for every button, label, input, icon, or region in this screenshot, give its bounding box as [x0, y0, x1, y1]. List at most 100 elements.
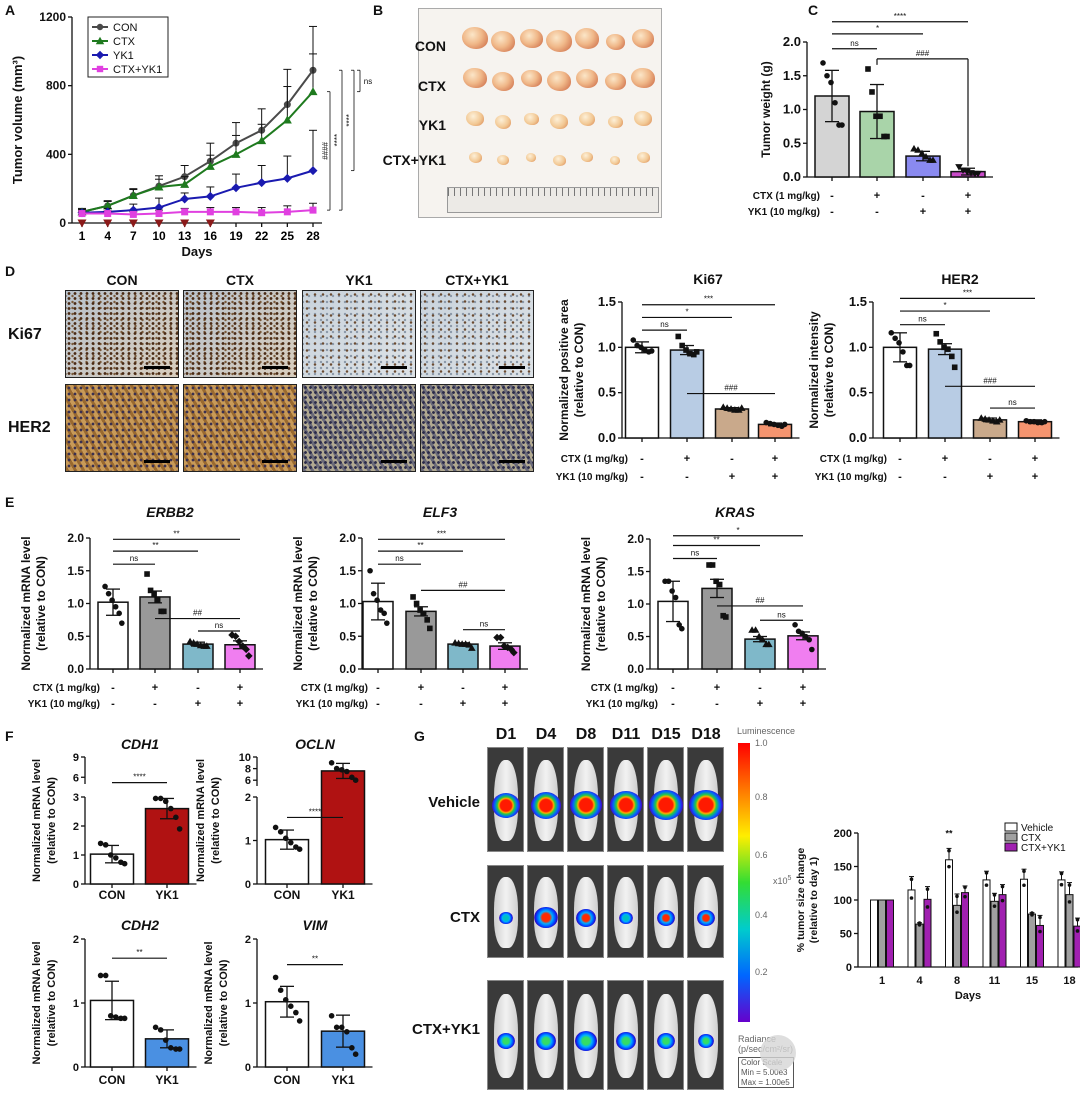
y-tick-label: 400	[46, 147, 66, 161]
condition-label: CTX (1 mg/kg)	[820, 454, 887, 465]
x-tick-label: 18	[1063, 975, 1075, 987]
legend-label: YK1	[113, 50, 134, 62]
significance-bar: ***	[900, 288, 1035, 299]
significance-label: ns	[850, 39, 858, 48]
data-point	[235, 637, 243, 646]
condition-sign: -	[830, 190, 834, 202]
condition-sign: -	[921, 190, 925, 202]
bar-group	[362, 567, 394, 673]
data-point	[496, 633, 505, 642]
bar	[870, 899, 878, 968]
x-category-label: YK1	[155, 888, 179, 902]
condition-label: YK1 (10 mg/kg)	[815, 472, 887, 483]
data-point	[333, 765, 340, 772]
significance-label: ns	[777, 610, 785, 619]
tumor-specimen	[632, 29, 654, 48]
data-point	[381, 610, 387, 617]
imaging-day-label: D8	[575, 726, 597, 743]
tumor-specimen	[494, 114, 512, 129]
bar-chart-tumor-weight: 0.00.51.01.52.0*****ns###Tumor weight (g…	[748, 12, 993, 218]
data-point	[713, 578, 719, 585]
y-tick-label: 1.5	[67, 564, 84, 578]
mouse-image	[487, 980, 524, 1090]
luminescence-signal	[531, 791, 561, 819]
data-point	[176, 826, 183, 832]
ihc-image-her2-ctx	[183, 384, 297, 472]
series-line	[82, 209, 314, 216]
data-point	[1022, 883, 1026, 888]
data-point	[343, 1029, 350, 1035]
significance-bar: **	[113, 541, 198, 552]
condition-sign: -	[830, 206, 834, 218]
y-tick-label: 200	[834, 828, 852, 840]
data-point	[232, 208, 240, 216]
significance-bar: ###	[876, 49, 969, 167]
significance-bar: *	[900, 301, 990, 312]
significance-label: ***	[704, 295, 713, 304]
tumor-volume-line-chart: 0 400 800 1200 1 4 7 10 13 16 19 22 25 28 Days Tumor vo…	[10, 10, 372, 259]
chart-title: Ki67	[693, 271, 723, 287]
scale-bar	[381, 366, 407, 369]
y-tick-label: 2	[73, 934, 79, 946]
data-point	[948, 353, 955, 360]
data-point	[941, 344, 947, 351]
data-point	[231, 183, 241, 193]
significance-label: ns	[364, 77, 372, 86]
significance-bracket: ****	[345, 69, 355, 172]
tumor-specimen	[497, 155, 509, 166]
significance-bar: *	[673, 526, 803, 537]
data-point	[206, 208, 214, 216]
bar	[144, 807, 190, 885]
y-axis-label: Normalized mRNA level	[203, 941, 215, 1064]
condition-sign: -	[640, 471, 644, 483]
chart-title: CDH2	[121, 917, 159, 933]
panel-label-b: B	[373, 2, 384, 18]
data-point	[424, 617, 430, 623]
data-point	[272, 824, 279, 831]
luminescence-signal	[616, 1032, 636, 1050]
data-point	[955, 910, 959, 914]
data-point	[716, 581, 723, 588]
y-axis-label: (relative to CON)	[822, 323, 836, 418]
significance-label: **	[713, 536, 719, 545]
data-point	[1075, 917, 1080, 922]
data-point	[884, 133, 890, 140]
significance-label: *	[736, 526, 739, 535]
condition-sign: -	[685, 471, 689, 483]
bar	[990, 900, 999, 968]
chart-title: CDH1	[121, 736, 159, 752]
colorbar-tick: 0.6	[755, 850, 768, 860]
condition-sign: +	[418, 682, 424, 694]
data-point	[669, 588, 675, 594]
data-point	[155, 210, 163, 218]
luminescence-signal	[649, 789, 683, 821]
series-ctx-yk1	[886, 884, 1080, 968]
data-point	[984, 883, 989, 887]
data-point	[737, 404, 746, 411]
data-point	[205, 161, 215, 170]
y-tick-label: 0.0	[627, 662, 644, 676]
series-ctx	[878, 882, 1074, 968]
mouse-image	[647, 865, 684, 958]
significance-bar: ****	[112, 773, 167, 784]
tumor-specimen	[610, 156, 620, 165]
panel-label-g: G	[414, 728, 425, 744]
luminescence-signal	[698, 1034, 714, 1049]
data-point	[205, 219, 215, 228]
luminescence-signal	[536, 1032, 556, 1050]
data-point	[413, 600, 420, 607]
series-line	[81, 91, 314, 213]
tumor-specimen	[550, 114, 568, 130]
data-point	[955, 894, 959, 899]
significance-bracket: ns	[357, 69, 372, 93]
ihc-image-ki67-yk1	[302, 290, 416, 378]
x-category-label: YK1	[331, 888, 355, 902]
bar-group	[139, 571, 171, 673]
tumor-specimen	[520, 69, 542, 88]
data-point	[820, 60, 826, 66]
scale-bar	[144, 366, 170, 369]
y-axis-label: Normalized mRNA level	[195, 759, 207, 882]
y-tick-label: 0.0	[783, 169, 801, 184]
data-point	[102, 972, 109, 979]
